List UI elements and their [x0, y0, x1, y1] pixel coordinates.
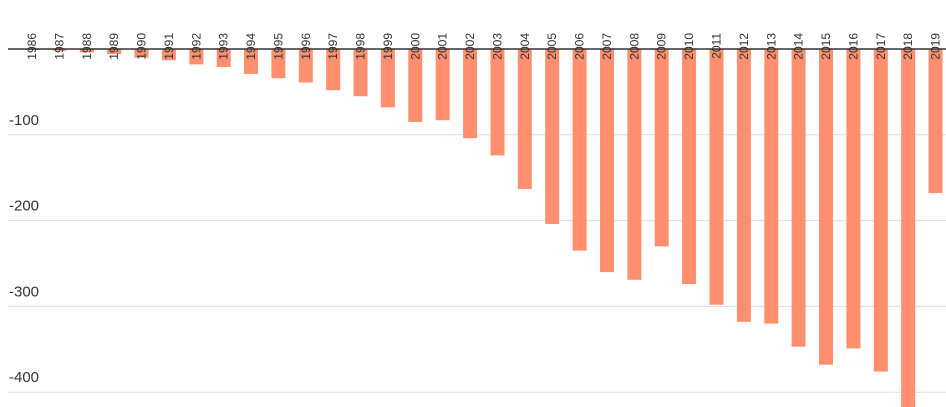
y-tick-label: -100	[9, 112, 39, 129]
x-tick-label: 2004	[518, 33, 532, 60]
x-tick-label: 1986	[25, 33, 39, 60]
x-tick-label: 2016	[846, 33, 860, 60]
bar-2019	[928, 49, 943, 194]
y-axis-ticks: -100 -200 -300 -400	[9, 112, 39, 386]
bar-2015	[819, 49, 833, 365]
bar-2010	[682, 49, 697, 285]
x-tick-label: 1992	[189, 33, 203, 60]
x-tick-label: 2006	[573, 33, 587, 60]
x-tick-label: 1997	[326, 33, 340, 60]
y-tick-label: -300	[9, 283, 39, 300]
bar-2008	[627, 49, 642, 280]
x-tick-label: 2012	[737, 33, 751, 60]
bar-2004	[517, 49, 532, 189]
bar-2007	[600, 49, 614, 273]
x-tick-label: 1991	[162, 33, 176, 60]
x-tick-label: 1995	[271, 33, 285, 60]
bar-2000	[408, 49, 423, 122]
x-tick-label: 2008	[627, 33, 641, 60]
bar-1991	[161, 49, 176, 61]
x-axis-ticks: 1986 1987 1988 1989 1990 1991 1992 1993 1994 1995…	[25, 33, 943, 60]
bar-1993	[216, 49, 231, 67]
x-tick-label: 2002	[463, 33, 477, 60]
bar-2011	[709, 49, 724, 305]
x-tick-label: 2013	[764, 33, 778, 60]
x-tick-label: 2001	[436, 33, 450, 60]
x-tick-label: 1987	[52, 33, 66, 60]
bar-2018	[901, 49, 916, 407]
bar-2009	[654, 49, 669, 247]
x-tick-label: 1999	[381, 33, 395, 60]
bar-2003	[490, 49, 505, 156]
bar-1996	[298, 49, 313, 83]
x-tick-label: 1989	[107, 33, 121, 60]
x-tick-label: 1994	[244, 33, 258, 60]
bar-1999	[380, 49, 395, 108]
x-tick-label: 2011	[710, 33, 724, 59]
y-tick-label: -400	[9, 369, 39, 386]
bar-1997	[326, 49, 341, 91]
bars	[25, 49, 943, 407]
bar-2005	[545, 49, 560, 224]
bar-1994	[244, 49, 258, 74]
bar-2017	[873, 49, 888, 372]
x-tick-label: 2014	[792, 33, 806, 60]
bar-1987	[52, 49, 67, 51]
x-tick-label: 1990	[135, 33, 149, 60]
x-tick-label: 1988	[80, 33, 94, 60]
x-tick-label: 2019	[929, 33, 943, 60]
bar-1988	[79, 49, 94, 53]
x-tick-label: 2003	[491, 33, 505, 60]
x-tick-label: 2017	[874, 33, 888, 60]
bar-1998	[353, 49, 368, 97]
bar-2016	[846, 49, 861, 349]
bar-1990	[134, 49, 149, 58]
x-tick-label: 2000	[408, 33, 422, 60]
bar-1995	[271, 49, 286, 79]
x-tick-label: 2009	[655, 33, 669, 60]
bar-2001	[435, 49, 450, 121]
x-tick-label: 2010	[682, 33, 696, 60]
bar-2012	[736, 49, 751, 322]
x-tick-label: 2007	[600, 33, 614, 60]
x-tick-label: 1996	[299, 33, 313, 60]
x-tick-label: 1993	[217, 33, 231, 60]
x-tick-label: 1998	[354, 33, 368, 60]
y-tick-label: -200	[9, 198, 39, 215]
bar-1989	[107, 49, 122, 55]
bar-2013	[764, 49, 779, 324]
bar-2014	[791, 49, 806, 347]
bar-2006	[572, 49, 587, 251]
x-tick-label: 2018	[901, 33, 915, 60]
bar-1992	[189, 49, 204, 65]
bar-2002	[463, 49, 478, 139]
x-tick-label: 2005	[545, 33, 559, 60]
x-tick-label: 2015	[819, 33, 833, 60]
